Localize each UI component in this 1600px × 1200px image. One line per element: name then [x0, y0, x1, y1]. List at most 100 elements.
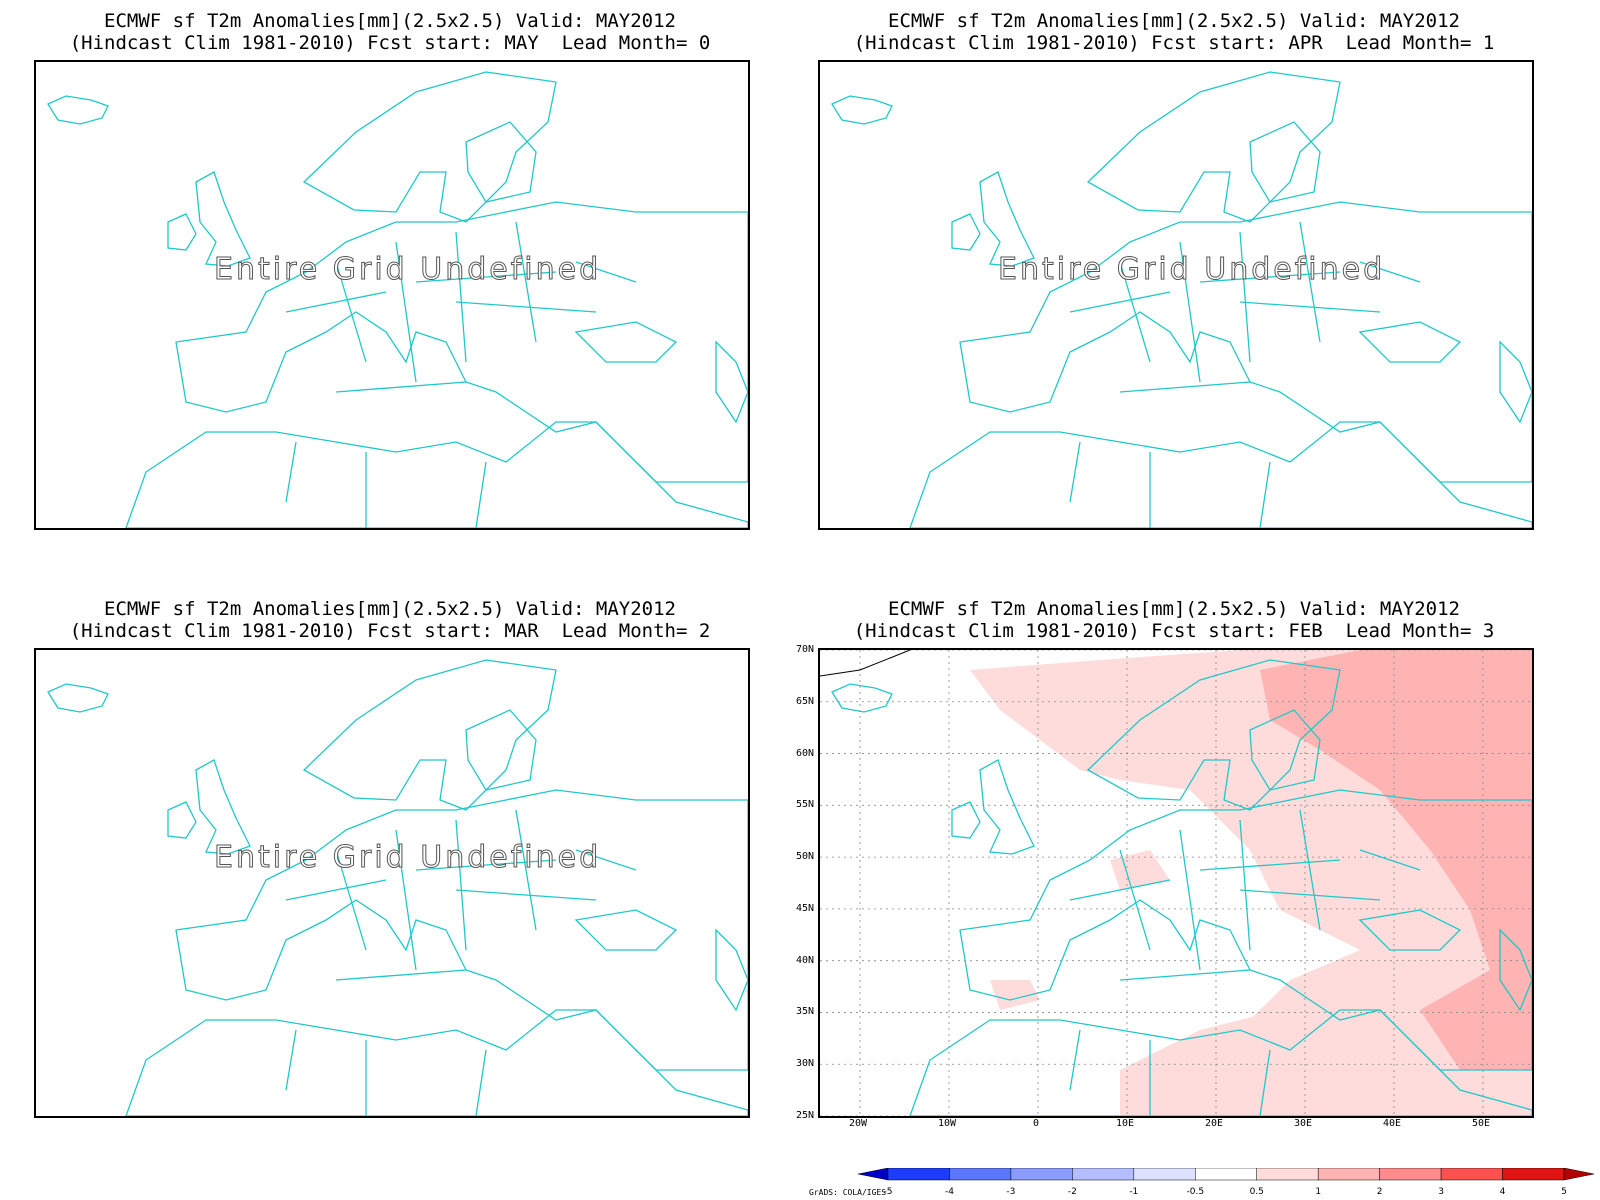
colorbar-arrow-high: [1563, 1168, 1594, 1181]
colorbar-segment: [1317, 1168, 1380, 1181]
longitude-label: 10W: [937, 1118, 957, 1129]
panel-title-line1: ECMWF sf T2m Anomalies[mm](2.5x2.5) Vali…: [104, 10, 676, 32]
colorbar-tick-label: 1: [1315, 1187, 1321, 1197]
undefined-grid-message: Entire Grid Undefined: [213, 840, 602, 876]
borders: [1069, 221, 1421, 528]
borders: [285, 809, 637, 1116]
latitude-label: 50N: [795, 851, 814, 863]
finland-coast: [1249, 121, 1321, 203]
colorbar-tick-label: 3: [1438, 1187, 1444, 1197]
britain-coast: [979, 171, 1035, 267]
finland-coast: [465, 121, 537, 203]
north-africa-coast: [909, 1009, 1532, 1116]
ireland-coast: [167, 801, 197, 839]
panel-title-line1: ECMWF sf T2m Anomalies[mm](2.5x2.5) Vali…: [104, 598, 676, 620]
britain-coast: [195, 171, 251, 267]
colorbar-tick-label: 4: [1500, 1187, 1506, 1197]
panel-title-line1: ECMWF sf T2m Anomalies[mm](2.5x2.5) Vali…: [888, 598, 1460, 620]
arctic-circle-line: [820, 650, 911, 677]
latitude-label: 45N: [795, 902, 814, 914]
colorbar-segment: [1256, 1168, 1319, 1181]
longitude-label: 10E: [1115, 1118, 1135, 1129]
latitude-label: 55N: [795, 799, 814, 811]
caspian-coast: [715, 340, 748, 424]
iceland-coast: [47, 95, 109, 125]
coastline-map: [831, 71, 1532, 528]
scandinavia-coast: [302, 71, 557, 223]
scandinavia-coast: [1086, 659, 1341, 811]
longitude-label: 20W: [848, 1118, 868, 1129]
latitude-label: 40N: [795, 954, 814, 966]
borders: [285, 221, 637, 528]
black-sea-coast: [1358, 909, 1462, 951]
map-panel-lead-1: ECMWF sf T2m Anomalies[mm](2.5x2.5) Vali…: [784, 0, 1564, 560]
black-sea-coast: [574, 321, 678, 363]
colorbar-segment: [949, 1168, 1012, 1181]
caspian-coast: [1499, 340, 1532, 424]
panel-title-line2: (Hindcast Clim 1981-2010) Fcst start: MA…: [69, 620, 711, 642]
colorbar-tick-label: -3: [1006, 1187, 1015, 1197]
borders: [1069, 809, 1421, 1116]
finland-coast: [1249, 709, 1321, 791]
colorbar-segment: [887, 1168, 950, 1181]
continent-coast: [175, 201, 748, 483]
north-africa-coast: [909, 421, 1532, 528]
latitude-label: 30N: [795, 1058, 814, 1070]
map-frame: Entire Grid Undefined: [818, 60, 1534, 530]
latitude-label: 70N: [795, 644, 814, 655]
coastline-map: [47, 71, 748, 528]
britain-coast: [979, 759, 1035, 855]
longitude-label: 40E: [1382, 1118, 1402, 1129]
caspian-coast: [1499, 928, 1532, 1012]
britain-coast: [195, 759, 251, 855]
colorbar-tick-label: -2: [1068, 1187, 1077, 1197]
colorbar-segment: [1379, 1168, 1442, 1181]
map-panel-lead-2: ECMWF sf T2m Anomalies[mm](2.5x2.5) Vali…: [0, 588, 780, 1148]
latitude-label: 65N: [795, 695, 814, 707]
scandinavia-coast: [302, 659, 557, 811]
colorbar-tick-label: 5: [1561, 1187, 1567, 1197]
colorbar-segment: [1072, 1168, 1135, 1181]
latitude-label: 35N: [795, 1006, 814, 1018]
iceland-coast: [47, 683, 109, 713]
map-panel-lead-0: ECMWF sf T2m Anomalies[mm](2.5x2.5) Vali…: [0, 0, 780, 560]
map-frame: [818, 648, 1534, 1118]
ireland-coast: [951, 213, 981, 251]
grads-credit: GrADS: COLA/IGES: [809, 1188, 887, 1197]
anomaly-region-south-1to2: [1120, 1010, 1380, 1116]
ireland-coast: [167, 213, 197, 251]
latitude-label: 25N: [795, 1110, 814, 1121]
coastline-map: [47, 659, 748, 1116]
longitude-label: 0: [1032, 1118, 1040, 1129]
panel-title-line2: (Hindcast Clim 1981-2010) Fcst start: AP…: [853, 32, 1495, 54]
north-africa-coast: [125, 1009, 748, 1116]
colorbar-arrow-low: [858, 1168, 889, 1181]
map-frame: Entire Grid Undefined: [34, 60, 750, 530]
scandinavia-coast: [1086, 71, 1341, 223]
iceland-coast: [831, 683, 893, 713]
panel-title-line2: (Hindcast Clim 1981-2010) Fcst start: FE…: [853, 620, 1495, 642]
black-sea-coast: [574, 909, 678, 951]
colorbar-tick-label: -0.5: [1186, 1187, 1204, 1197]
longitude-label: 20E: [1204, 1118, 1224, 1129]
anomaly-region-2to3: [1260, 650, 1532, 1070]
north-africa-coast: [125, 421, 748, 528]
black-sea-coast: [1358, 321, 1462, 363]
colorbar-segment: [1133, 1168, 1196, 1181]
continent-coast: [175, 789, 748, 1071]
colorbar-segment: [1010, 1168, 1073, 1181]
anomaly-region-west-1to2: [990, 980, 1040, 1010]
panel-title-line2: (Hindcast Clim 1981-2010) Fcst start: MA…: [69, 32, 711, 54]
colorbar-segment: [1502, 1168, 1565, 1181]
undefined-grid-message: Entire Grid Undefined: [997, 252, 1386, 288]
longitude-label: 30E: [1293, 1118, 1313, 1129]
colorbar-tick-label: -1: [1129, 1187, 1138, 1197]
map-panel-lead-3: ECMWF sf T2m Anomalies[mm](2.5x2.5) Vali…: [784, 588, 1564, 1148]
color-legend: -5 -4 -3 -2 -1 -0.5 0.5 1 2 3 4 5: [858, 1168, 1594, 1197]
longitude-label: 50E: [1471, 1118, 1491, 1129]
latitude-label: 60N: [795, 747, 814, 759]
anomaly-region-central-1to2: [1110, 850, 1170, 890]
continent-coast: [959, 201, 1532, 483]
caspian-coast: [715, 928, 748, 1012]
undefined-grid-message: Entire Grid Undefined: [213, 252, 602, 288]
